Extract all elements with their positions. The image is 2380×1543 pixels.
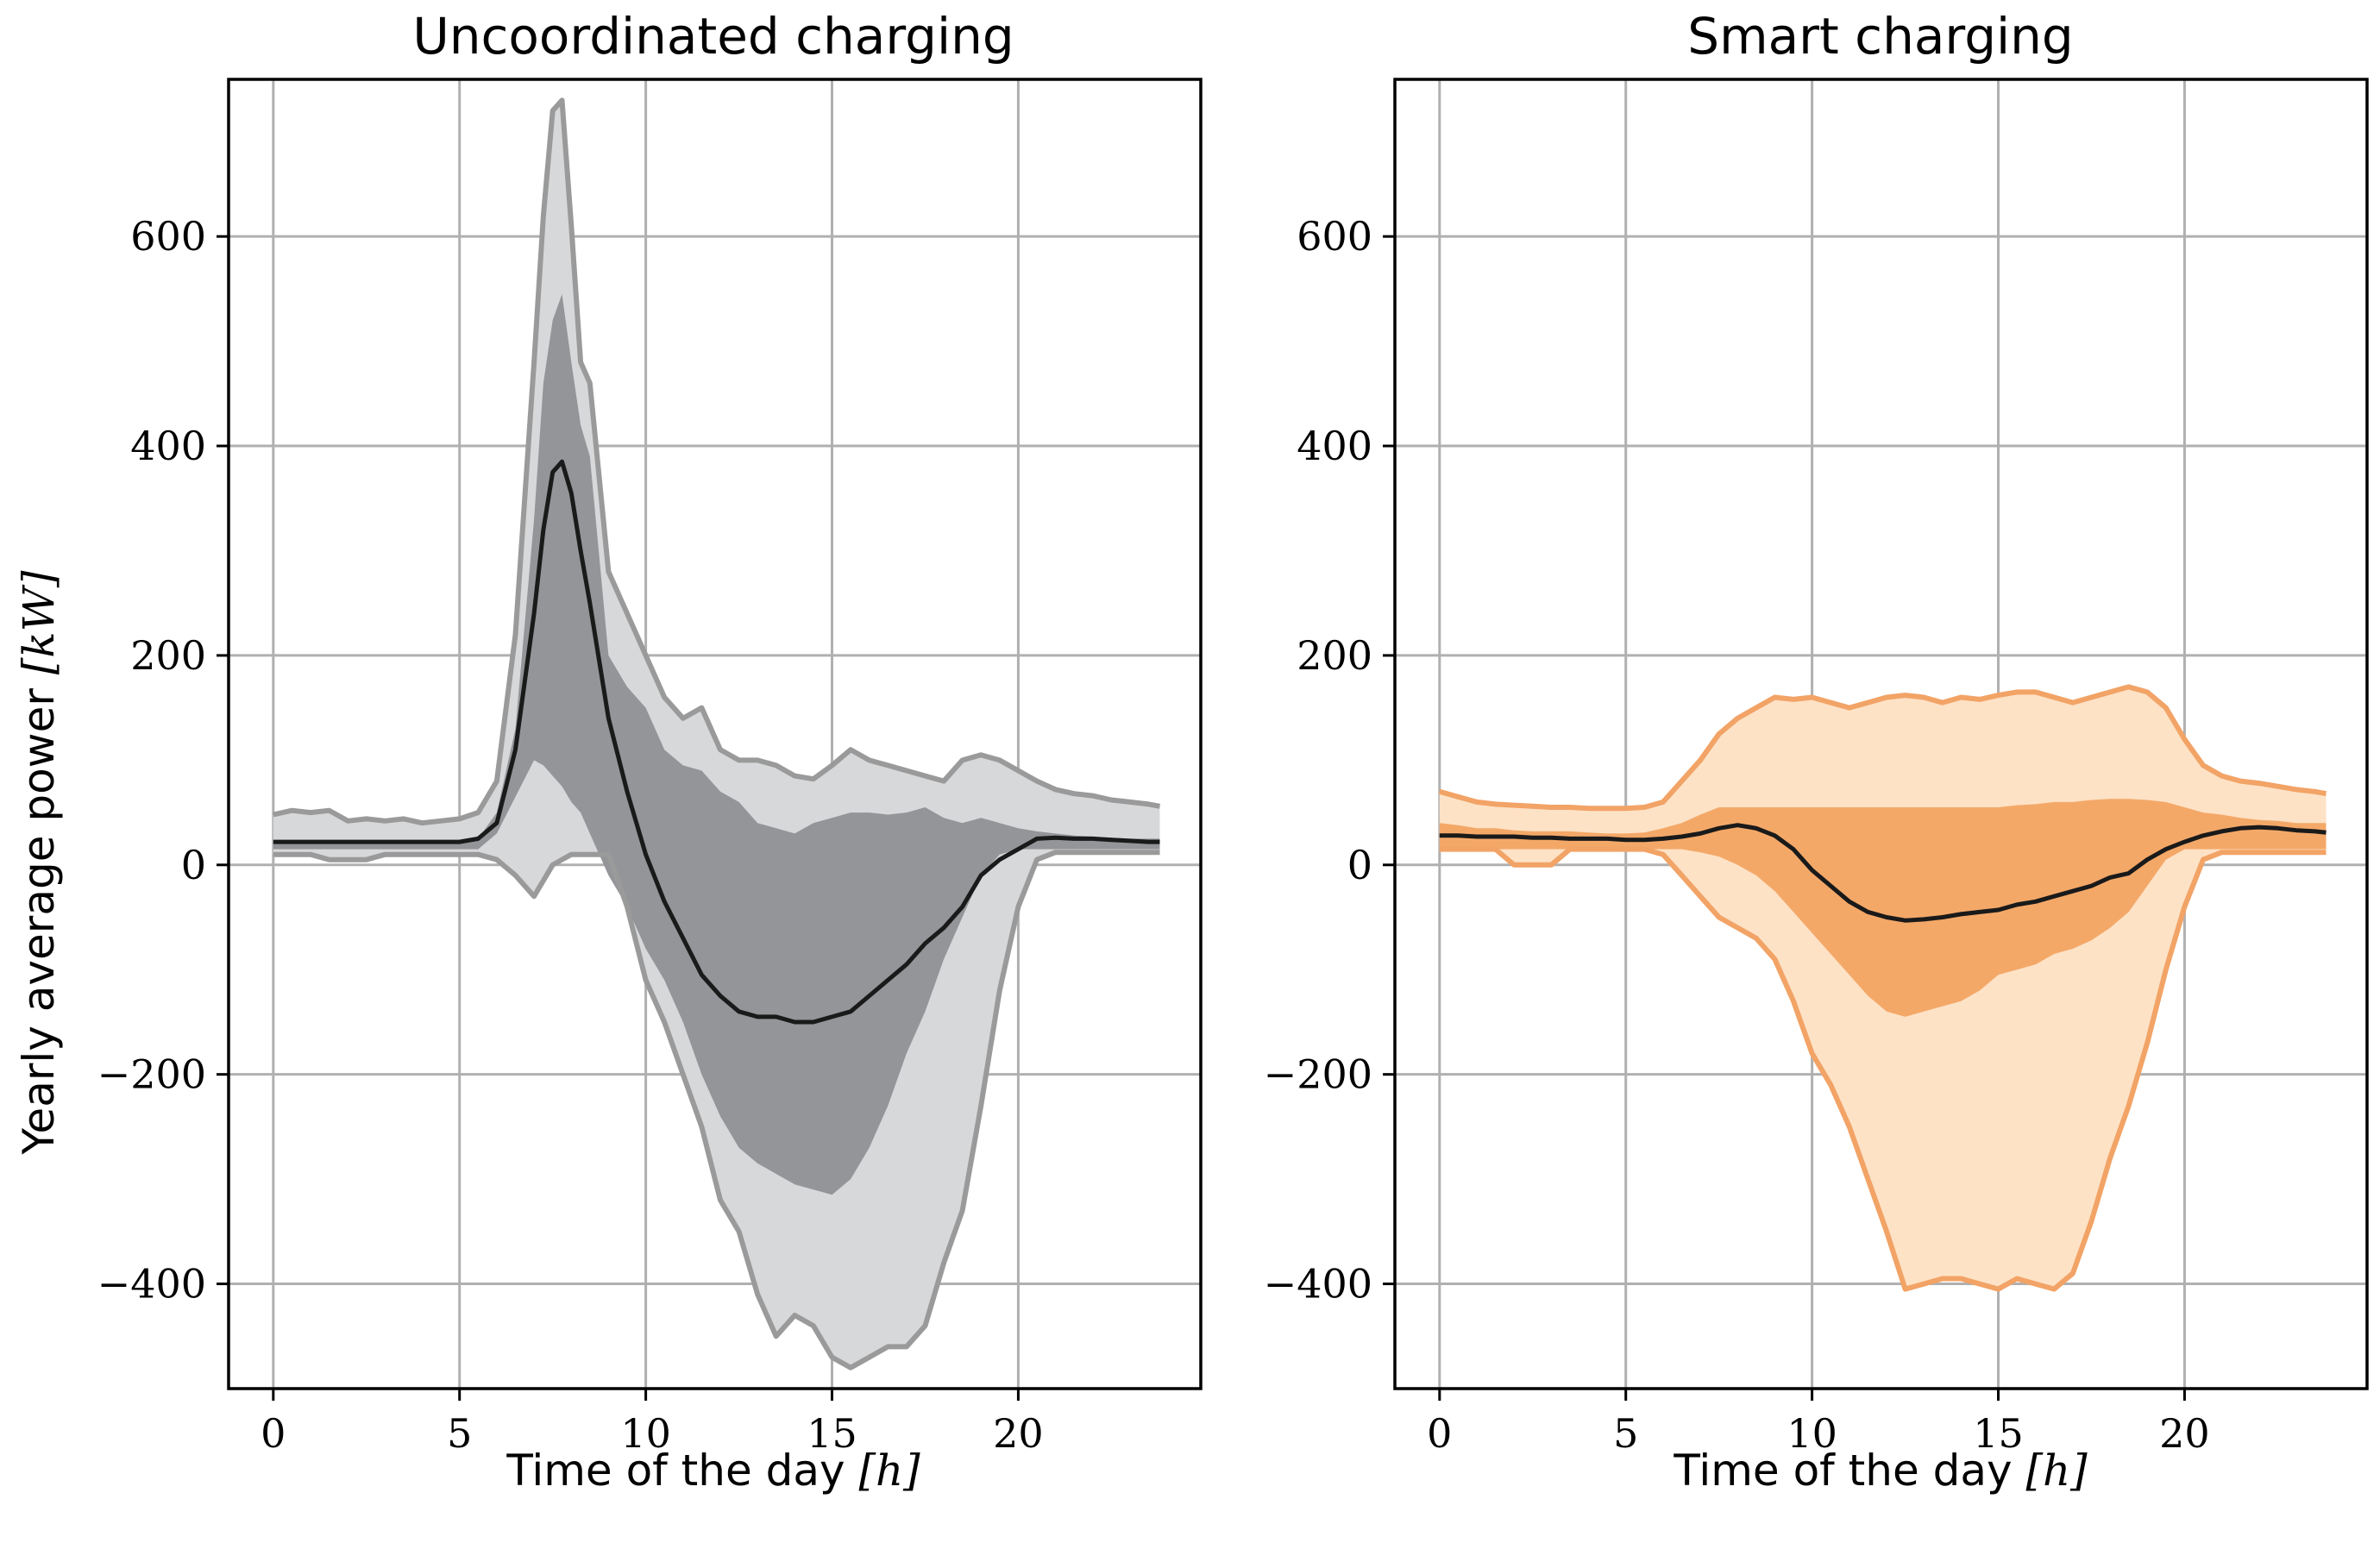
x-ticks: 0 5 10 15 20 — [1427, 1389, 2210, 1457]
line-median — [273, 459, 1160, 1025]
x-tick-label: 15 — [1973, 1410, 2024, 1457]
axes-frame — [227, 78, 1203, 1390]
y-tick-label: 200 — [1297, 632, 1372, 679]
chart-title: Smart charging — [1687, 7, 2073, 66]
band-inner — [273, 294, 1160, 1195]
axes-frame — [1393, 78, 2369, 1390]
y-tick-label: 600 — [130, 213, 206, 260]
x-tick-label: 20 — [2159, 1410, 2210, 1457]
y-axis-label-text: Yearly average power — [14, 674, 64, 1155]
x-axis-label: Time of the day [h] — [1673, 1446, 2088, 1496]
y-tick-label: −400 — [1264, 1261, 1372, 1308]
grid — [229, 79, 1201, 1389]
axes-border — [227, 78, 1203, 1390]
x-axis-label: Time of the day [h] — [506, 1446, 920, 1496]
chart-smart: Smart charging 0 5 10 15 20 −400 −200 0 200 400 6… — [1264, 7, 2369, 1496]
y-tick-label: 0 — [181, 842, 206, 888]
y-ticks: −400 −200 0 200 400 600 — [1264, 213, 1395, 1308]
x-axis-label-text: Time of the day — [1673, 1446, 2025, 1496]
y-tick-label: 0 — [1347, 842, 1372, 888]
bands — [1438, 684, 2327, 1292]
x-tick-label: 5 — [447, 1410, 472, 1457]
x-tick-label: 20 — [993, 1410, 1044, 1457]
x-axis-label-unit: [h] — [2025, 1446, 2088, 1496]
x-axis-label-text: Time of the day — [506, 1446, 858, 1496]
chart-uncoordinated: Uncoordinated charging 0 5 10 15 20 −400 −200… — [14, 7, 1203, 1496]
x-tick-label: 10 — [620, 1410, 671, 1457]
y-tick-label: −400 — [97, 1261, 206, 1308]
y-tick-label: −200 — [97, 1051, 206, 1098]
y-tick-label: 400 — [1297, 423, 1372, 469]
axes-border — [1393, 78, 2369, 1390]
x-tick-label: 10 — [1787, 1410, 1837, 1457]
x-tick-label: 15 — [807, 1410, 857, 1457]
band-inner — [1439, 799, 2327, 1017]
y-tick-label: 400 — [130, 423, 206, 469]
y-axis-label: Yearly average power [kW] — [14, 570, 64, 1155]
x-tick-label: 0 — [1427, 1410, 1452, 1457]
y-tick-label: −200 — [1264, 1051, 1372, 1098]
x-tick-label: 0 — [261, 1410, 286, 1457]
line-median — [1439, 823, 2327, 923]
y-tick-label: 600 — [1297, 213, 1372, 260]
chart-title: Uncoordinated charging — [412, 7, 1014, 66]
y-axis-label-unit: [kW] — [14, 570, 64, 674]
line-max — [1438, 684, 2327, 812]
x-ticks: 0 5 10 15 20 — [261, 1389, 1044, 1457]
bands — [273, 97, 1161, 1371]
y-tick-label: 200 — [130, 632, 206, 679]
x-tick-label: 5 — [1613, 1410, 1638, 1457]
line-min — [1439, 846, 2327, 1292]
y-ticks: −400 −200 0 200 400 600 — [97, 213, 229, 1308]
line-min — [273, 850, 1160, 1371]
line-max — [273, 97, 1161, 826]
band-min-max — [273, 100, 1160, 1368]
x-axis-label-unit: [h] — [858, 1446, 920, 1496]
